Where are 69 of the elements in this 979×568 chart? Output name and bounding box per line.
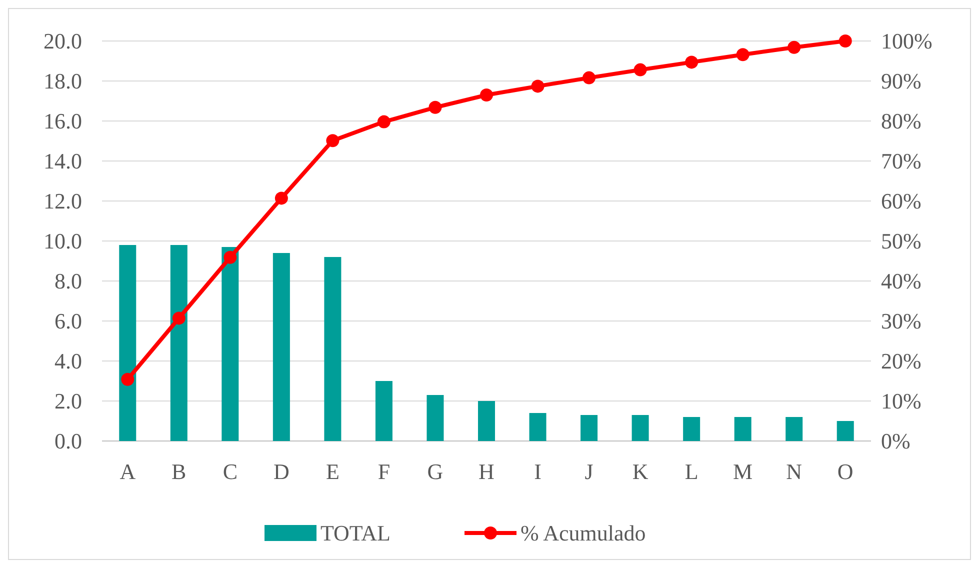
x-tick-label: K <box>632 459 648 484</box>
bar <box>836 421 854 441</box>
y-tick-label: 4.0 <box>54 348 82 374</box>
point <box>531 80 544 93</box>
y-tick-label: 14.0 <box>44 148 82 174</box>
bar <box>222 247 239 441</box>
x-tick-label: A <box>120 459 136 484</box>
legend-label: % Acumulado <box>520 520 646 546</box>
y-tick-label: 2.0 <box>54 388 82 414</box>
bar <box>272 253 290 441</box>
point <box>582 71 596 84</box>
x-tick-label: L <box>684 459 698 484</box>
point <box>224 250 237 264</box>
x-tick-label: G <box>427 459 444 484</box>
bar <box>734 417 752 441</box>
point <box>377 115 390 128</box>
bar <box>426 395 444 441</box>
x-tick-label: N <box>786 459 802 484</box>
x-tick-label: B <box>172 459 186 484</box>
point <box>838 34 852 48</box>
x-tick-label: C <box>222 459 238 484</box>
point <box>326 134 340 148</box>
point <box>634 63 647 76</box>
y2-tick-label: 0% <box>881 428 910 454</box>
y2-tick-label: 80% <box>881 108 922 134</box>
y-tick-label: 8.0 <box>54 268 82 294</box>
y-tick-label: 12.0 <box>44 188 82 214</box>
y-tick-label: 0.0 <box>54 428 82 454</box>
bar <box>119 245 136 441</box>
point <box>172 312 186 325</box>
bar <box>580 415 598 441</box>
y2-tick-label: 70% <box>881 148 922 174</box>
y2-tick-label: 40% <box>881 268 922 294</box>
bar <box>375 381 392 441</box>
y-tick-label: 18.0 <box>44 68 82 94</box>
bar <box>478 401 495 441</box>
y-tick-label: 6.0 <box>54 308 82 334</box>
y2-tick-label: 90% <box>881 68 922 94</box>
x-tick-label: H <box>478 459 495 484</box>
y2-tick-label: 60% <box>881 188 922 214</box>
bar <box>170 245 188 441</box>
y-tick-label: 20.0 <box>44 28 82 54</box>
x-tick-label: I <box>534 459 542 484</box>
x-tick-label: J <box>584 459 594 484</box>
point <box>121 372 134 386</box>
y-tick-label: 10.0 <box>44 228 82 254</box>
legend-label: TOTAL <box>320 520 390 546</box>
x-tick-label: E <box>326 459 340 484</box>
x-tick-label: D <box>273 459 290 484</box>
point <box>428 100 442 114</box>
x-tick-label: O <box>837 459 854 484</box>
y2-tick-label: 10% <box>881 388 922 414</box>
bar <box>786 417 803 441</box>
point <box>480 88 493 102</box>
x-tick-label: F <box>378 459 390 484</box>
point <box>685 56 698 69</box>
x-tick-label: M <box>733 459 753 484</box>
y2-tick-label: 30% <box>881 308 922 334</box>
point <box>736 48 750 62</box>
y-tick-label: 16.0 <box>44 108 82 134</box>
y2-tick-label: 100% <box>881 28 932 54</box>
point <box>274 192 288 205</box>
y2-tick-label: 50% <box>881 228 922 254</box>
bar <box>632 415 649 441</box>
bar <box>324 257 342 441</box>
point <box>788 40 801 54</box>
bar <box>683 417 700 441</box>
bar <box>529 413 546 441</box>
y2-tick-label: 20% <box>881 348 922 374</box>
